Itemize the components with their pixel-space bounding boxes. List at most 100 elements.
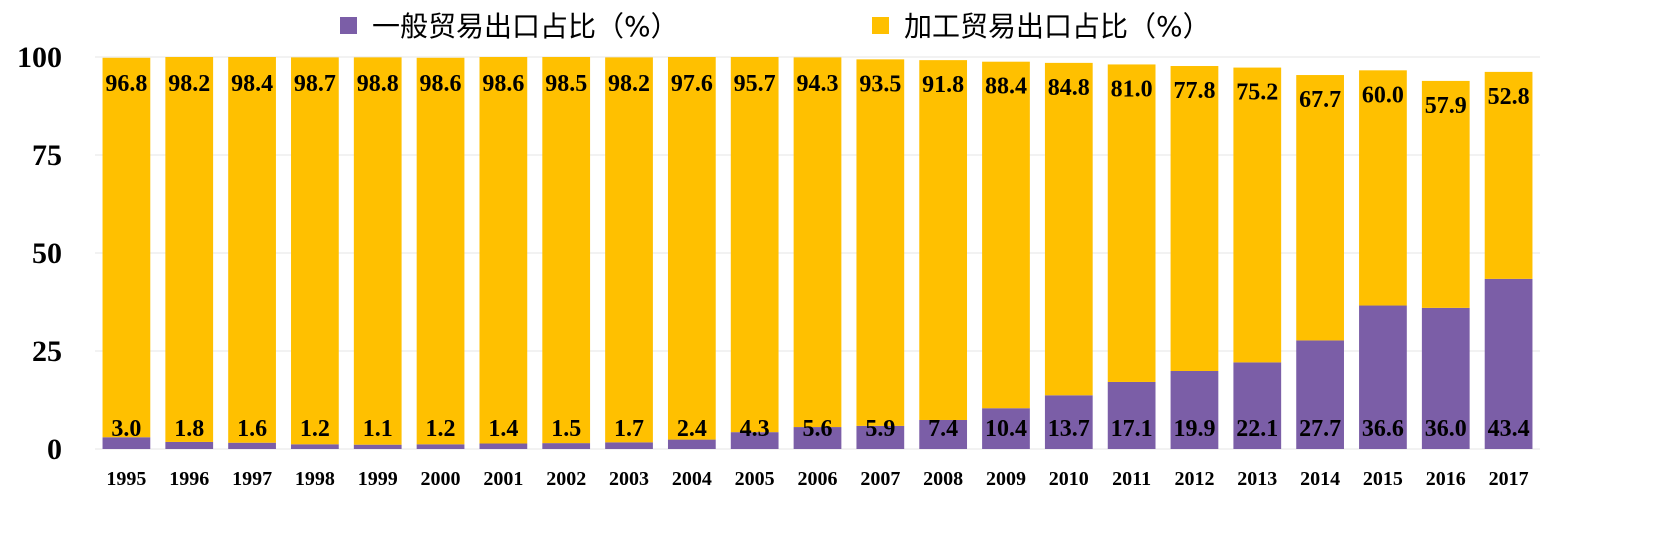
x-tick-label: 1997	[232, 468, 272, 490]
data-label-general-trade: 1.6	[237, 416, 267, 442]
data-label-processing-trade: 98.8	[357, 71, 399, 97]
data-label-processing-trade: 97.6	[671, 71, 713, 97]
bar-processing-trade	[1359, 70, 1407, 306]
bar-general-trade	[1170, 370, 1219, 449]
data-label-general-trade: 5.9	[865, 416, 895, 442]
data-label-general-trade: 1.2	[426, 416, 456, 442]
data-label-processing-trade: 88.4	[985, 74, 1027, 100]
data-label-general-trade: 13.7	[1048, 416, 1090, 442]
bar-general-trade	[1296, 340, 1344, 449]
x-tick-label: 2006	[798, 468, 838, 490]
bar-general-trade	[667, 439, 716, 449]
data-label-processing-trade: 98.5	[545, 71, 587, 97]
data-label-general-trade: 1.1	[363, 416, 393, 442]
bar-general-trade	[982, 408, 1030, 449]
x-tick-label: 2013	[1237, 468, 1277, 490]
bar-general-trade	[856, 425, 905, 449]
bar-processing-trade	[1170, 66, 1219, 371]
data-label-general-trade: 1.4	[488, 416, 518, 442]
x-tick-label: 2014	[1300, 468, 1340, 490]
bar-processing-trade	[542, 57, 591, 444]
bar-general-trade	[919, 419, 968, 449]
bar-processing-trade	[291, 57, 339, 445]
legend-label-general-trade: 一般贸易出口占比（%）	[372, 10, 679, 43]
bar-general-trade	[228, 442, 276, 449]
data-label-general-trade: 36.6	[1362, 416, 1404, 442]
bar-processing-trade	[856, 59, 905, 426]
bar-processing-trade	[165, 57, 214, 442]
data-label-processing-trade: 93.5	[859, 71, 901, 97]
legend-swatch-general-trade	[340, 17, 357, 34]
data-label-processing-trade: 52.8	[1488, 84, 1530, 110]
data-label-general-trade: 36.0	[1425, 416, 1467, 442]
data-label-general-trade: 2.4	[677, 416, 707, 442]
data-label-general-trade: 3.0	[111, 416, 141, 442]
bar-general-trade	[353, 444, 402, 449]
data-label-processing-trade: 77.8	[1173, 78, 1215, 104]
data-label-processing-trade: 95.7	[734, 71, 776, 97]
y-tick-label: 50	[32, 237, 62, 270]
data-label-processing-trade: 98.2	[168, 71, 210, 97]
x-tick-label: 2002	[546, 468, 586, 490]
bar-general-trade	[1359, 305, 1407, 449]
data-label-general-trade: 19.9	[1173, 416, 1215, 442]
bar-general-trade	[542, 443, 591, 449]
data-label-general-trade: 1.5	[551, 416, 581, 442]
data-label-processing-trade: 84.8	[1048, 75, 1090, 101]
data-label-processing-trade: 96.8	[105, 71, 147, 97]
bar-processing-trade	[228, 57, 276, 443]
data-label-general-trade: 27.7	[1299, 416, 1341, 442]
bar-processing-trade	[1233, 67, 1282, 363]
bar-general-trade	[165, 441, 214, 449]
legend-swatch-processing-trade	[872, 17, 889, 34]
bar-processing-trade	[1107, 64, 1156, 382]
data-label-general-trade: 5.6	[803, 416, 833, 442]
x-tick-label: 2003	[609, 468, 649, 490]
x-tick-label: 1996	[169, 468, 209, 490]
data-label-general-trade: 1.8	[174, 416, 204, 442]
bar-general-trade	[1484, 278, 1533, 449]
x-tick-label: 2012	[1174, 468, 1214, 490]
bar-general-trade	[1107, 381, 1156, 449]
data-label-processing-trade: 98.6	[482, 71, 524, 97]
x-tick-label: 2001	[483, 468, 523, 490]
bar-processing-trade	[1484, 71, 1533, 279]
bar-general-trade	[291, 444, 339, 449]
data-label-processing-trade: 91.8	[922, 72, 964, 98]
data-label-processing-trade: 98.4	[231, 71, 273, 97]
data-label-processing-trade: 94.3	[797, 71, 839, 97]
data-labels: 3.0 96.8 1.8 98.2 1.6 98.4 1.2 98.7 1.1 98.8 1.2 98…	[105, 71, 1529, 442]
data-label-processing-trade: 81.0	[1111, 76, 1153, 102]
y-tick-label: 100	[17, 41, 62, 74]
bar-processing-trade	[919, 60, 968, 420]
data-label-general-trade: 17.1	[1111, 416, 1153, 442]
bar-processing-trade	[730, 57, 779, 433]
legend-label-processing-trade: 加工贸易出口占比（%）	[904, 10, 1211, 43]
bar-processing-trade	[102, 57, 151, 438]
x-tick-label: 2004	[672, 468, 712, 490]
data-label-general-trade: 10.4	[985, 416, 1027, 442]
x-tick-label: 2008	[923, 468, 963, 490]
data-label-processing-trade: 75.2	[1236, 80, 1278, 106]
x-tick-label: 2011	[1112, 468, 1151, 490]
x-tick-label: 1999	[358, 468, 398, 490]
x-tick-label: 2000	[421, 468, 461, 490]
data-label-general-trade: 22.1	[1236, 416, 1278, 442]
data-label-general-trade: 4.3	[740, 416, 770, 442]
x-tick-label: 2009	[986, 468, 1026, 490]
y-axis: 0 25 50 75 100	[17, 41, 62, 466]
data-label-processing-trade: 98.2	[608, 71, 650, 97]
legend: 一般贸易出口占比（%） 加工贸易出口占比（%）	[340, 10, 1211, 43]
y-tick-label: 25	[32, 335, 62, 368]
data-label-processing-trade: 57.9	[1425, 93, 1467, 119]
bar-processing-trade	[605, 57, 653, 443]
data-label-processing-trade: 98.7	[294, 71, 336, 97]
data-label-processing-trade: 60.0	[1362, 82, 1404, 108]
x-tick-label: 1998	[295, 468, 335, 490]
bar-general-trade	[1233, 362, 1282, 449]
x-tick-label: 2016	[1426, 468, 1466, 490]
bar-processing-trade	[479, 57, 528, 444]
bar-processing-trade	[793, 57, 842, 428]
data-label-general-trade: 1.7	[614, 416, 644, 442]
